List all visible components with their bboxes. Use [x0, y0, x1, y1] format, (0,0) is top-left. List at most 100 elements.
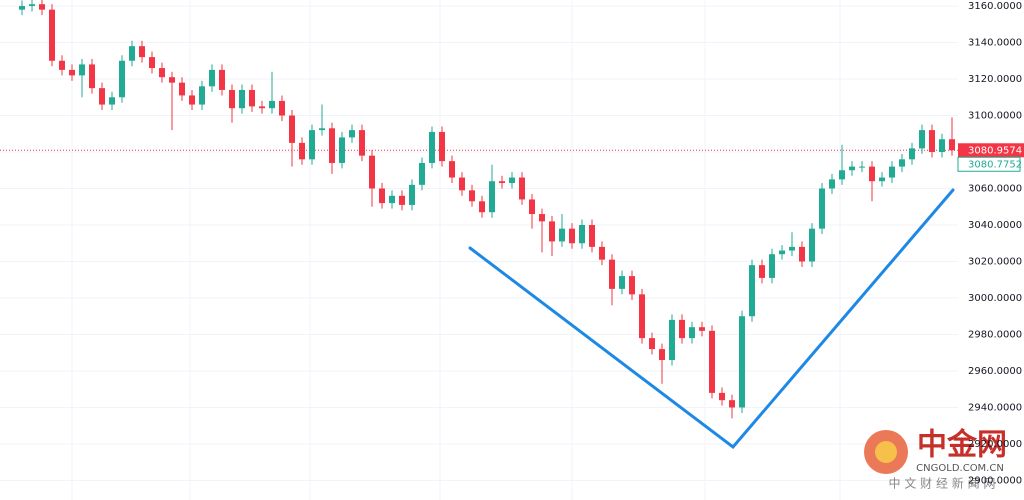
candle-body — [269, 100, 275, 109]
candle-body — [129, 46, 135, 61]
watermark-slogan: 中 文 财 经 新 闻 网 — [889, 476, 996, 491]
candle-body — [419, 162, 425, 185]
candle-body — [49, 9, 55, 61]
candle-body — [279, 100, 285, 116]
candle-body — [709, 330, 715, 393]
candle-body — [359, 130, 365, 156]
candle-body — [519, 177, 525, 200]
candle-body — [509, 177, 515, 184]
candle-body — [489, 181, 495, 213]
candle-body — [609, 259, 615, 289]
candle-body — [369, 155, 375, 189]
candle-body — [199, 86, 205, 105]
candle-body — [809, 228, 815, 262]
y-tick-label: 2980.0000 — [968, 329, 1022, 340]
candle-body — [569, 228, 575, 244]
candles — [19, 0, 955, 419]
candle-body — [339, 137, 345, 163]
candle-body — [699, 327, 705, 331]
candle-body — [669, 319, 675, 361]
candle-body — [409, 184, 415, 205]
candle-body — [779, 250, 785, 255]
candle-body — [649, 338, 655, 350]
candle-body — [159, 68, 165, 78]
y-tick-label: 2900.0000 — [968, 475, 1022, 486]
y-tick-label: 3140.0000 — [968, 38, 1022, 49]
y-tick-label: 2920.0000 — [968, 439, 1022, 450]
y-tick-label: 3060.0000 — [968, 184, 1022, 195]
candle-body — [139, 46, 145, 58]
candle-body — [229, 89, 235, 109]
candle-body — [679, 319, 685, 339]
candle-body — [329, 128, 335, 163]
candle-body — [299, 142, 305, 160]
last-price-box — [958, 143, 1024, 158]
candle-body — [99, 88, 105, 105]
candle-body — [399, 195, 405, 205]
candle-body — [29, 4, 35, 7]
v-grid — [71, 0, 841, 500]
candle-body — [929, 130, 935, 153]
candle-body — [919, 130, 925, 149]
candle-body — [39, 4, 45, 10]
y-tick-label: 3160.0000 — [968, 1, 1022, 12]
candle-body — [79, 64, 85, 76]
candle-body — [749, 265, 755, 317]
y-tick-label: 3000.0000 — [968, 293, 1022, 304]
candle-body — [689, 327, 695, 339]
candle-body — [479, 201, 485, 213]
candle-body — [69, 69, 75, 76]
grid — [0, 5, 958, 481]
y-tick-label: 3020.0000 — [968, 256, 1022, 267]
candle-body — [629, 276, 635, 295]
candle-body — [909, 148, 915, 160]
candle-body — [389, 195, 395, 204]
candle-body — [59, 60, 65, 70]
candle-body — [289, 115, 295, 143]
candle-body — [849, 166, 855, 171]
candle-body — [599, 246, 605, 260]
candle-body — [899, 159, 905, 167]
candle-body — [259, 106, 265, 109]
watermark: 中金网 CNGOLD.COM.CN 中 文 财 经 新 闻 网 — [864, 428, 1007, 491]
candle-body — [249, 89, 255, 107]
candle-body — [799, 246, 805, 262]
candle-body — [729, 400, 735, 408]
candle-body — [889, 166, 895, 178]
candle-body — [119, 60, 125, 98]
candle-body — [529, 199, 535, 215]
candle-body — [239, 89, 245, 109]
price-axis: 3160.0000 3140.0000 3120.0000 3100.0000 3080… — [957, 1, 1024, 486]
candle-body — [769, 254, 775, 278]
last-price-label: 3080.9574 — [968, 145, 1022, 156]
candle-body — [19, 6, 25, 10]
candle-body — [319, 128, 325, 131]
candle-body — [859, 166, 865, 168]
candle-body — [469, 190, 475, 202]
y-tick-label: 2940.0000 — [968, 402, 1022, 413]
candle-body — [149, 57, 155, 69]
candle-body — [619, 276, 625, 289]
candle-body — [739, 316, 745, 408]
candle-body — [539, 214, 545, 222]
candle-body — [459, 177, 465, 191]
y-tick-label: 3120.0000 — [968, 74, 1022, 85]
candle-body — [639, 294, 645, 339]
candle-body — [109, 97, 115, 105]
candle-body — [169, 77, 175, 83]
candle-body — [589, 225, 595, 247]
candle-body — [659, 349, 665, 361]
candle-body — [819, 188, 825, 229]
watermark-site: CNGOLD.COM.CN — [916, 463, 1004, 474]
candle-body — [379, 188, 385, 204]
v-annotation — [468, 188, 955, 450]
candle-body — [429, 131, 435, 163]
candle-body — [949, 139, 955, 151]
candle-body — [789, 246, 795, 251]
candle-body — [499, 181, 505, 184]
candle-body — [449, 161, 455, 178]
candle-body — [879, 177, 885, 182]
candle-body — [839, 170, 845, 180]
candle-body — [579, 225, 585, 244]
